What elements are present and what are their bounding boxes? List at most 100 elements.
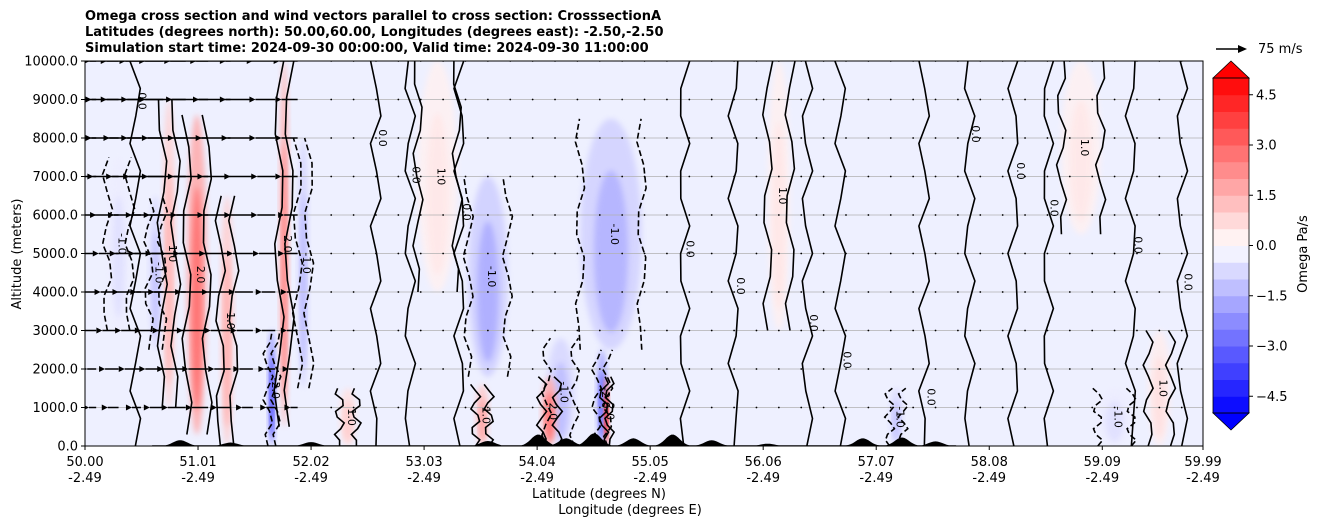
calm-vector (621, 175, 624, 178)
calm-vector (912, 214, 915, 216)
colorbar-tick-label-0: −4.5 (1256, 390, 1288, 405)
colorbar-tick-label-5: 3.0 (1256, 139, 1277, 154)
calm-vector (1113, 137, 1116, 139)
calm-vector (419, 137, 422, 139)
calm-vector (509, 214, 512, 216)
calm-vector (643, 406, 646, 409)
calm-vector (845, 175, 847, 178)
wind-arrowhead-3-8 (255, 289, 262, 295)
calm-vector (1046, 329, 1049, 332)
wind-arrowhead-4-8 (253, 250, 260, 257)
calm-vector (733, 175, 735, 178)
wind-arrowhead-2-6 (204, 327, 211, 334)
calm-vector (1113, 406, 1116, 409)
omega-feature-core-15 (892, 401, 901, 442)
contour-label-5: -1.0 (153, 262, 166, 283)
calm-vector (419, 175, 422, 178)
calm-vector (822, 137, 825, 139)
calm-vector (1046, 98, 1049, 101)
calm-vector (688, 368, 691, 370)
colorbar-band-11 (1213, 212, 1249, 230)
zero-contour-12 (1124, 61, 1137, 446)
wind-arrowhead-1-6 (208, 366, 215, 372)
calm-vector (352, 252, 355, 255)
zero-contour-label-7: 0.0 (840, 351, 853, 369)
wind-arrowhead-8-5 (166, 96, 173, 103)
x-tick-label-lat-10: 59.99 (1184, 455, 1221, 470)
calm-vector (733, 98, 735, 101)
calm-vector (710, 137, 713, 139)
calm-vector (486, 98, 489, 101)
calm-vector (867, 137, 870, 139)
contour-label-12: 2.0 (546, 403, 559, 421)
wind-arrowhead-9-3 (119, 61, 126, 64)
wind-arrowhead-6-1 (87, 173, 94, 180)
calm-vector (598, 214, 601, 216)
calm-vector (934, 368, 937, 370)
wind-arrowhead-5-3 (125, 212, 132, 218)
omega-feature-core-18 (1153, 356, 1166, 438)
calm-vector (1091, 368, 1094, 370)
reference-vector-label: 75 m/s (1258, 42, 1303, 57)
wind-arrowhead-7-9 (275, 135, 282, 141)
calm-vector (957, 252, 959, 255)
calm-vector (1068, 137, 1071, 139)
colorbar-band-5 (1213, 312, 1249, 330)
calm-vector (397, 175, 400, 178)
calm-vector (621, 329, 624, 332)
wind-arrowhead-9-2 (100, 61, 107, 64)
calm-vector (531, 175, 534, 178)
calm-vector (755, 98, 758, 101)
calm-vector (1136, 214, 1138, 216)
calm-vector (1158, 252, 1161, 255)
wind-arrowhead-3-6 (201, 289, 208, 295)
calm-vector (755, 329, 758, 332)
x-tick-label-lon-10: -2.49 (1186, 471, 1220, 486)
calm-vector (666, 368, 668, 370)
calm-vector (1136, 175, 1138, 178)
zero-contour-9 (963, 61, 976, 446)
calm-vector (554, 137, 556, 139)
calm-vector (1024, 175, 1026, 178)
calm-vector (912, 329, 915, 332)
calm-vector (509, 252, 512, 255)
calm-vector (621, 291, 624, 293)
calm-vector (822, 175, 825, 178)
contour-label-9: -1.0 (558, 381, 571, 402)
calm-vector (375, 329, 377, 332)
contour-12-0 (535, 376, 548, 446)
calm-vector (442, 98, 445, 101)
calm-vector (867, 214, 870, 216)
calm-vector (1113, 368, 1116, 370)
calm-vector (621, 214, 624, 216)
calm-vector (1158, 98, 1161, 101)
x-tick-label-lon-5: -2.49 (633, 471, 667, 486)
calm-vector (643, 252, 646, 255)
omega-feature-core-16 (772, 121, 786, 311)
calm-vector (688, 406, 691, 409)
contour-4-1 (270, 330, 282, 446)
calm-vector (867, 252, 870, 255)
wind-arrowhead-6-3 (123, 173, 130, 180)
calm-vector (1180, 329, 1183, 332)
calm-vector (554, 214, 556, 216)
calm-vector (330, 252, 333, 255)
calm-vector (710, 368, 713, 370)
calm-vector (1158, 368, 1161, 370)
calm-vector (643, 175, 646, 178)
y-tick-label-2: 2000.0 (33, 363, 79, 378)
calm-vector (375, 368, 377, 370)
calm-vector (800, 368, 803, 370)
omega-feature-core-19 (1105, 401, 1124, 442)
contour-8-0 (574, 118, 586, 350)
wind-arrowhead-6-4 (141, 173, 148, 180)
x-tick-label-lat-0: 50.00 (66, 455, 103, 470)
calm-vector (688, 175, 691, 178)
calm-vector (1001, 329, 1004, 332)
zero-contour-label-9: 0.0 (969, 125, 982, 143)
calm-vector (934, 291, 937, 293)
colorbar-band-16 (1213, 128, 1249, 146)
wind-arrowhead-2-7 (230, 327, 237, 334)
calm-vector (531, 252, 534, 255)
calm-vector (666, 252, 668, 255)
